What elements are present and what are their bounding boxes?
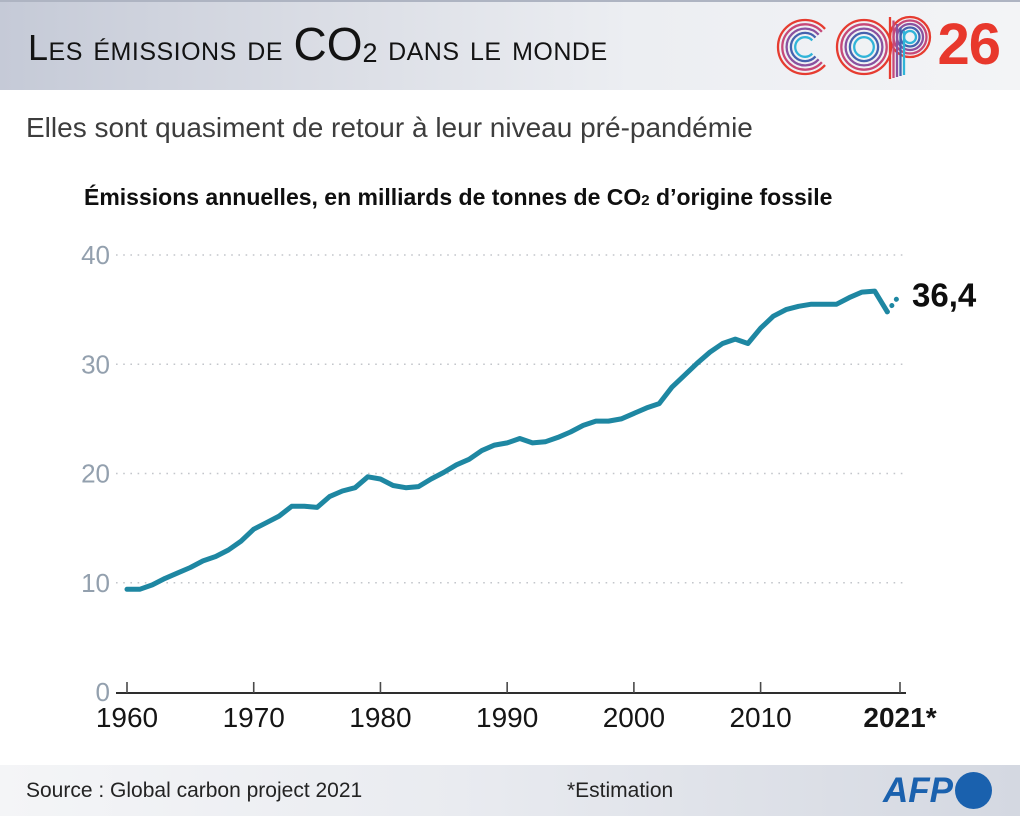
cop-letter-c-ring — [777, 18, 827, 76]
cop-letter-c-ring — [781, 23, 824, 71]
cop-letter-o-ring — [849, 31, 880, 63]
x-tick-label-1970: 1970 — [223, 702, 285, 733]
footer-band: Source : Global carbon project 2021 *Est… — [0, 765, 1020, 816]
afp-logo-text: AFP — [883, 770, 953, 810]
title-text-end: dans le monde — [377, 27, 608, 68]
cop-letter-p-ring — [899, 26, 922, 48]
y-tick-label-30: 30 — [81, 349, 110, 379]
cop26-rings-icon — [777, 15, 932, 79]
afp-logo: AFP — [883, 771, 992, 811]
title-co2: CO — [293, 18, 363, 70]
x-tick-label-2010: 2010 — [729, 702, 791, 733]
title-co2-subscript: 2 — [362, 38, 378, 68]
x-tick-label-1960: 1960 — [96, 702, 158, 733]
afp-circle-icon — [955, 772, 992, 809]
cop26-number: 26 — [937, 12, 1001, 77]
estimation-note: *Estimation — [567, 778, 674, 802]
emissions-line — [124, 288, 890, 592]
y-tick-label-0: 0 — [96, 677, 110, 707]
y-tick-label-40: 40 — [81, 240, 110, 270]
chart-title-start: Émissions annuelles, en milliards de ton… — [84, 184, 642, 210]
x-tick-label-1980: 1980 — [349, 702, 411, 733]
cop-letter-c-ring — [794, 36, 814, 58]
cop-letter-p-ring — [889, 15, 932, 59]
header-band: Les émissions de CO2 dans le monde 26 — [0, 0, 1020, 90]
page-title: Les émissions de CO2 dans le monde — [28, 20, 608, 75]
x-tick-label-2000: 2000 — [603, 702, 665, 733]
cop-letter-o-ring — [853, 36, 876, 58]
y-tick-label-20: 20 — [81, 459, 110, 489]
x-tick-label-2021: 2021* — [863, 702, 936, 733]
y-tick-label-10: 10 — [81, 568, 110, 598]
estimate-dotted-segment — [884, 291, 903, 315]
end-value-label: 36,4 — [912, 276, 977, 313]
cop-letter-c-ring — [790, 31, 817, 63]
cop26-logo: 26 — [776, 12, 1001, 81]
chart-title: Émissions annuelles, en milliards de ton… — [84, 184, 832, 211]
source-text: Source : Global carbon project 2021 — [26, 778, 363, 802]
chart-title-end: d’origine fossile — [649, 184, 833, 210]
x-tick-label-1990: 1990 — [476, 702, 538, 733]
cop-letter-p-ring — [896, 22, 925, 52]
title-text-start: Les émissions de — [28, 27, 294, 68]
cop-letter-c-ring — [786, 27, 821, 67]
cop-letter-p-ring — [892, 19, 929, 55]
cop-letter-o-ring — [840, 23, 889, 71]
chart-title-co2-subscript: 2 — [641, 192, 650, 209]
cop-letter-p-ring — [903, 29, 918, 45]
emissions-line-chart: 0 10 20 30 40 1960 1970 1980 1990 2000 2010 2021* 36… — [81, 240, 977, 733]
subtitle: Elles sont quasiment de retour à leur ni… — [26, 112, 753, 143]
cop-letter-o-ring — [844, 27, 885, 67]
